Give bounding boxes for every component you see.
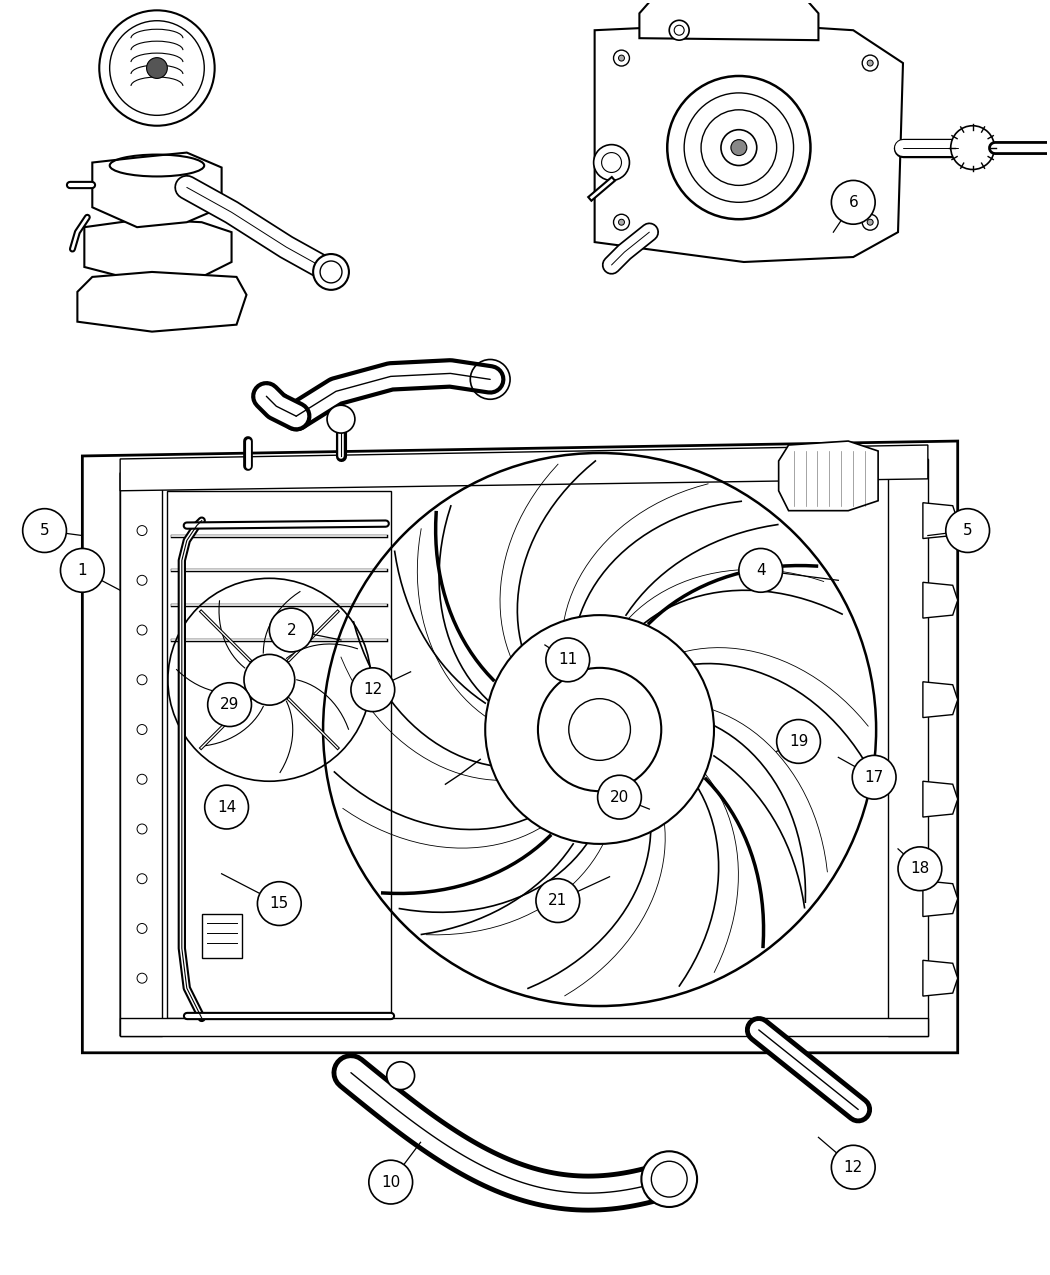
Polygon shape: [92, 153, 222, 227]
Polygon shape: [779, 441, 878, 511]
Circle shape: [832, 1145, 875, 1190]
Circle shape: [613, 214, 629, 231]
Circle shape: [138, 873, 147, 884]
Text: 5: 5: [963, 523, 972, 538]
Circle shape: [138, 674, 147, 685]
Text: 17: 17: [864, 770, 884, 784]
Polygon shape: [923, 960, 958, 996]
Circle shape: [138, 923, 147, 933]
Circle shape: [138, 724, 147, 734]
Text: 14: 14: [217, 799, 236, 815]
Circle shape: [351, 668, 395, 711]
Circle shape: [593, 144, 629, 181]
Circle shape: [950, 126, 994, 170]
Polygon shape: [82, 441, 958, 1053]
Polygon shape: [78, 272, 247, 332]
Polygon shape: [888, 459, 928, 1035]
Circle shape: [853, 755, 896, 799]
Circle shape: [862, 55, 878, 71]
Circle shape: [832, 181, 875, 224]
Circle shape: [100, 10, 214, 126]
Circle shape: [867, 60, 874, 66]
Polygon shape: [202, 913, 242, 959]
Circle shape: [777, 719, 820, 764]
Circle shape: [369, 1160, 413, 1204]
Circle shape: [138, 525, 147, 536]
Circle shape: [138, 625, 147, 635]
Text: 15: 15: [270, 896, 289, 912]
Circle shape: [327, 405, 355, 434]
Text: 5: 5: [40, 523, 49, 538]
Circle shape: [257, 882, 301, 926]
Circle shape: [618, 55, 625, 61]
Text: 12: 12: [363, 682, 382, 697]
Circle shape: [147, 57, 167, 79]
Text: 21: 21: [548, 892, 567, 908]
Circle shape: [739, 548, 782, 593]
Text: 1: 1: [78, 562, 87, 578]
Circle shape: [244, 654, 295, 705]
Circle shape: [205, 785, 249, 829]
Polygon shape: [120, 473, 162, 1035]
Circle shape: [313, 254, 349, 289]
Circle shape: [898, 847, 942, 891]
Text: 6: 6: [848, 195, 858, 210]
Circle shape: [546, 638, 590, 682]
Circle shape: [946, 509, 989, 552]
Circle shape: [138, 824, 147, 834]
Circle shape: [867, 219, 874, 226]
Circle shape: [642, 1151, 697, 1207]
Text: 10: 10: [381, 1174, 400, 1190]
Polygon shape: [120, 445, 928, 491]
Text: 12: 12: [843, 1160, 863, 1174]
Circle shape: [613, 50, 629, 66]
Circle shape: [538, 668, 662, 792]
Circle shape: [320, 261, 342, 283]
Text: 11: 11: [559, 653, 578, 667]
Circle shape: [618, 219, 625, 226]
Polygon shape: [923, 583, 958, 618]
Circle shape: [386, 1062, 415, 1090]
Circle shape: [270, 608, 313, 652]
Polygon shape: [84, 219, 232, 282]
Circle shape: [138, 973, 147, 983]
Circle shape: [669, 20, 689, 41]
Polygon shape: [923, 782, 958, 817]
Polygon shape: [923, 881, 958, 917]
Text: 2: 2: [287, 622, 296, 638]
Circle shape: [23, 509, 66, 552]
Polygon shape: [639, 0, 818, 41]
Circle shape: [536, 878, 580, 923]
Circle shape: [731, 140, 747, 156]
Text: 18: 18: [910, 862, 929, 876]
Circle shape: [485, 615, 714, 844]
Circle shape: [667, 76, 811, 219]
Polygon shape: [923, 502, 958, 538]
Circle shape: [208, 682, 251, 727]
Text: 20: 20: [610, 789, 629, 805]
Circle shape: [61, 548, 104, 593]
Circle shape: [597, 775, 642, 819]
Polygon shape: [167, 491, 391, 1017]
Circle shape: [138, 575, 147, 585]
Polygon shape: [594, 23, 903, 261]
Polygon shape: [923, 682, 958, 718]
Circle shape: [862, 214, 878, 231]
Text: 29: 29: [219, 697, 239, 713]
Text: 19: 19: [789, 734, 808, 748]
Polygon shape: [120, 1017, 928, 1035]
Circle shape: [138, 774, 147, 784]
Text: 4: 4: [756, 562, 765, 578]
